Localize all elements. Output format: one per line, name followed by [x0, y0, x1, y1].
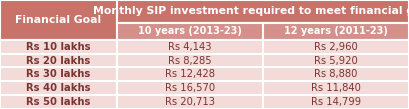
Bar	[0, 0, 117, 40]
Text: Rs 50 lakhs: Rs 50 lakhs	[26, 97, 90, 107]
Bar	[263, 23, 409, 40]
Bar	[0, 54, 117, 67]
Bar	[263, 95, 409, 109]
Bar	[263, 81, 409, 95]
Bar	[117, 81, 263, 95]
Bar	[117, 23, 263, 40]
Text: Rs 20,713: Rs 20,713	[165, 97, 215, 107]
Text: 10 years (2013-23): 10 years (2013-23)	[138, 26, 242, 36]
Text: Rs 20 lakhs: Rs 20 lakhs	[26, 56, 90, 66]
Text: Rs 2,960: Rs 2,960	[314, 42, 358, 52]
Text: Rs 10 lakhs: Rs 10 lakhs	[26, 42, 90, 52]
Text: Financial Goal: Financial Goal	[15, 15, 101, 25]
Text: Rs 8,880: Rs 8,880	[314, 69, 358, 79]
Bar	[0, 40, 117, 54]
Text: Rs 40 lakhs: Rs 40 lakhs	[26, 83, 90, 93]
Text: 12 years (2011-23): 12 years (2011-23)	[284, 26, 388, 36]
Bar	[0, 95, 117, 109]
Bar	[263, 67, 409, 81]
Text: Rs 8,285: Rs 8,285	[168, 56, 211, 66]
Bar	[117, 0, 409, 23]
Bar	[117, 54, 263, 67]
Bar	[0, 67, 117, 81]
Bar	[0, 81, 117, 95]
Text: Rs 30 lakhs: Rs 30 lakhs	[26, 69, 90, 79]
Bar	[263, 40, 409, 54]
Text: Rs 12,428: Rs 12,428	[165, 69, 215, 79]
Text: Rs 16,570: Rs 16,570	[165, 83, 215, 93]
Bar	[117, 67, 263, 81]
Text: Rs 14,799: Rs 14,799	[311, 97, 361, 107]
Text: Rs 11,840: Rs 11,840	[311, 83, 361, 93]
Text: Monthly SIP investment required to meet financial goal: Monthly SIP investment required to meet …	[93, 6, 409, 16]
Text: Rs 4,143: Rs 4,143	[168, 42, 211, 52]
Bar	[263, 54, 409, 67]
Bar	[117, 40, 263, 54]
Text: Rs 5,920: Rs 5,920	[314, 56, 358, 66]
Bar	[117, 95, 263, 109]
